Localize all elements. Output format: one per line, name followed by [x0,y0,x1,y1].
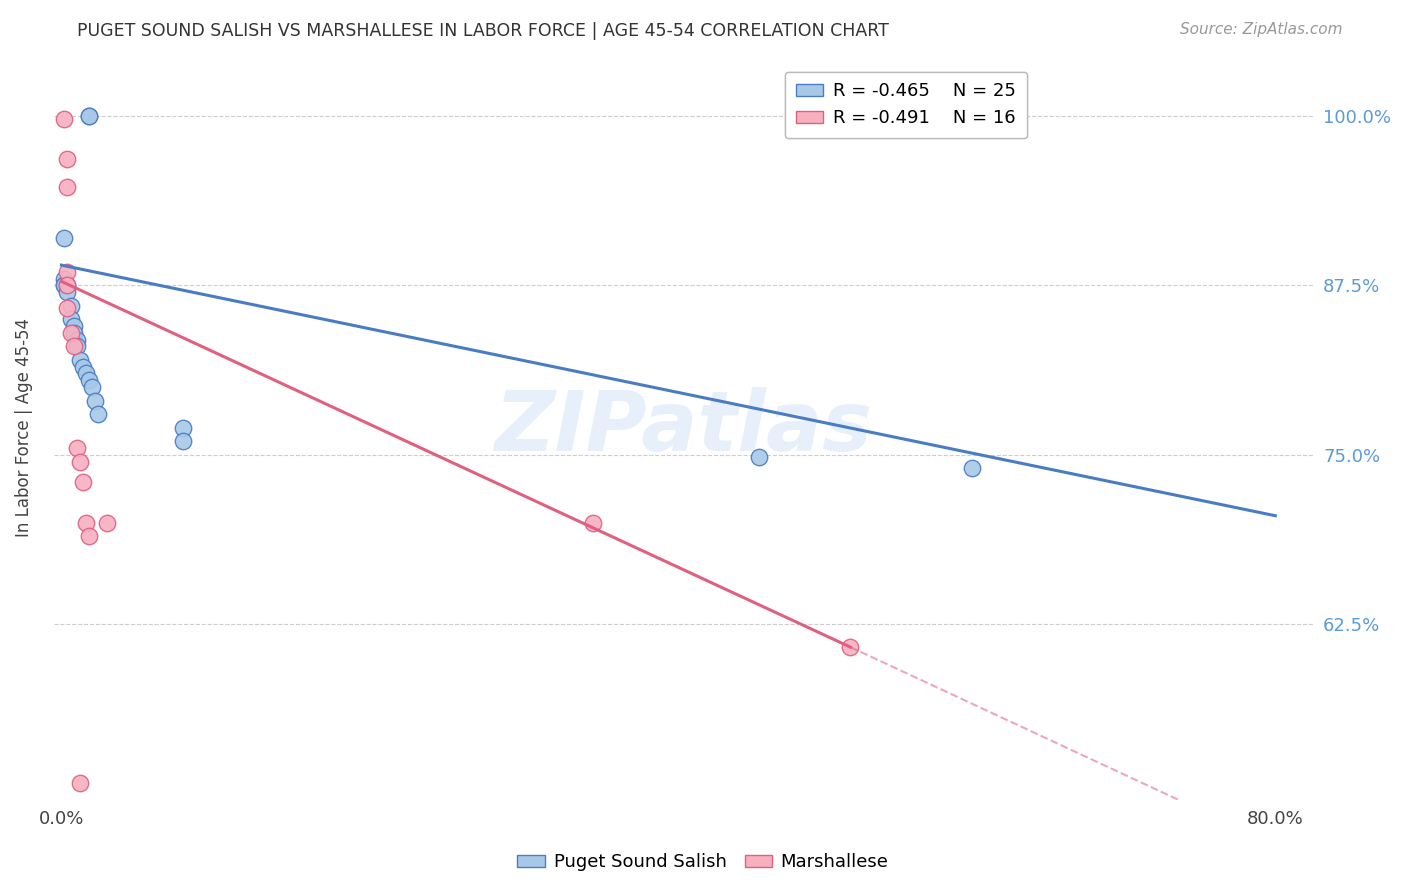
Point [56,285,79,300]
Point [83,393,105,408]
Point [56,301,79,316]
Point [72,475,94,489]
Point [96,516,118,530]
Text: Source: ZipAtlas.com: Source: ZipAtlas.com [1180,22,1343,37]
Text: ZIPatlas: ZIPatlas [495,387,873,468]
Point [72,359,94,374]
Point [87,407,110,421]
Point [69,353,91,368]
Point [172,420,194,434]
Point [581,516,603,530]
Point [56,265,79,279]
Point [53,231,76,245]
Point [56,179,79,194]
Point [56,278,79,293]
Point [77,373,100,387]
Point [62,339,84,353]
Point [59,326,82,340]
Text: PUGET SOUND SALISH VS MARSHALLESE IN LABOR FORCE | AGE 45-54 CORRELATION CHART: PUGET SOUND SALISH VS MARSHALLESE IN LAB… [77,22,889,40]
Point [65,441,87,455]
Point [65,339,87,353]
Point [69,775,91,789]
Point [172,434,194,449]
Point [80,380,103,394]
Point [75,367,97,381]
Point [53,271,76,285]
Point [839,640,862,654]
Point [53,112,76,126]
Point [59,299,82,313]
Point [53,278,76,293]
Point [62,326,84,340]
Point [56,278,79,293]
Point [748,450,770,465]
Point [960,461,983,475]
Point [53,278,76,293]
Point [56,153,79,167]
Point [59,312,82,326]
Legend: Puget Sound Salish, Marshallese: Puget Sound Salish, Marshallese [510,847,896,879]
Point [65,333,87,347]
Point [77,109,100,123]
Point [75,516,97,530]
Point [69,454,91,468]
Legend: R = -0.465    N = 25, R = -0.491    N = 16: R = -0.465 N = 25, R = -0.491 N = 16 [785,71,1028,138]
Point [62,319,84,334]
Point [77,109,100,123]
Point [77,529,100,543]
Y-axis label: In Labor Force | Age 45-54: In Labor Force | Age 45-54 [15,318,32,537]
